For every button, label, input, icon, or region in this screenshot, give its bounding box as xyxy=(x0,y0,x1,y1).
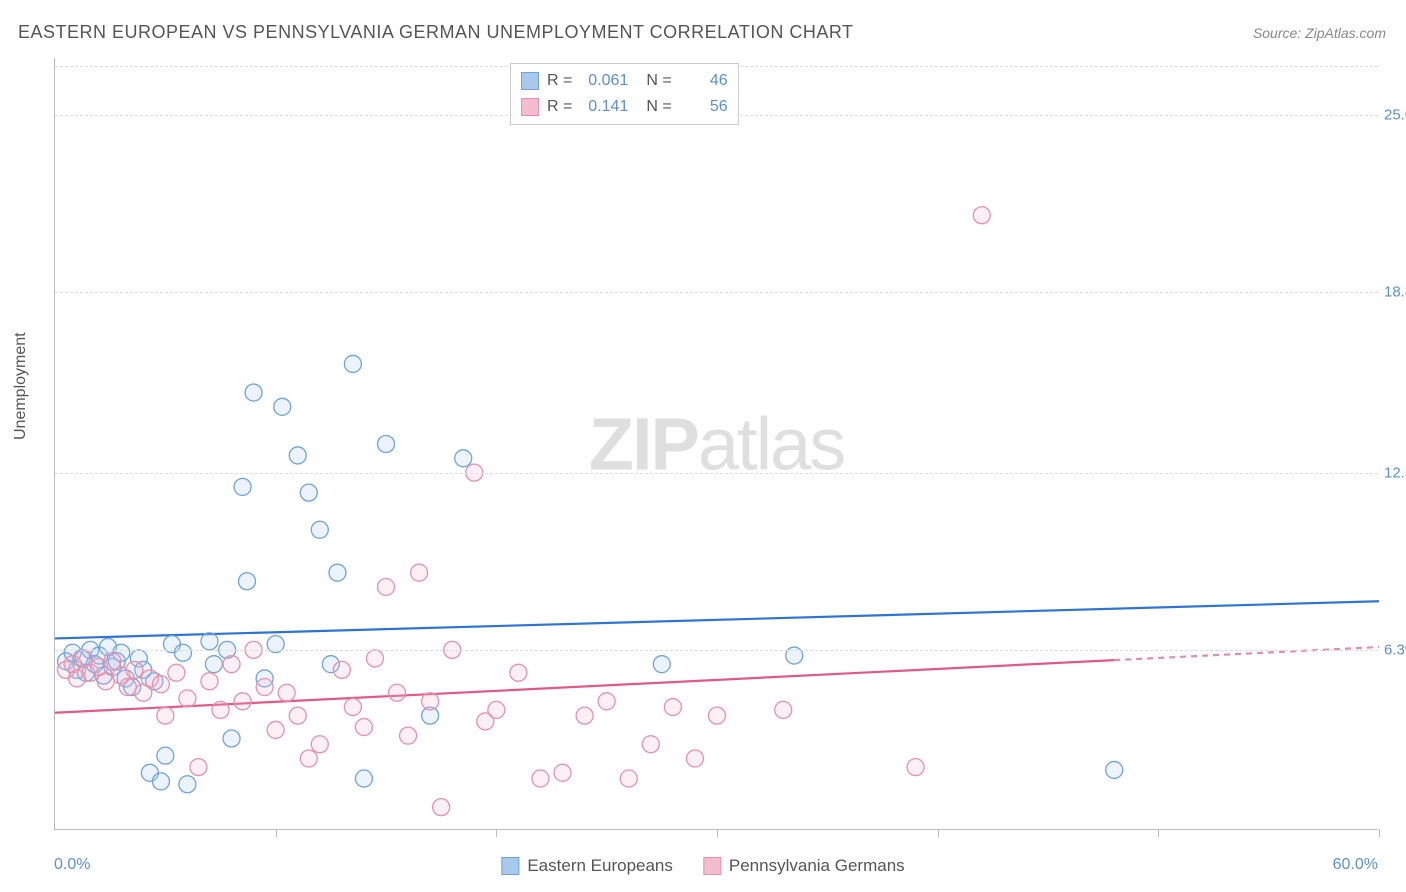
chart-svg xyxy=(55,58,1378,829)
x-tick xyxy=(496,829,497,837)
y-tick-label: 12.5% xyxy=(1384,464,1406,481)
legend-bottom-item-2: Pennsylvania Germans xyxy=(703,856,905,876)
r-label: R = xyxy=(547,72,572,90)
y-tick-label: 18.8% xyxy=(1384,284,1406,301)
legend-bottom-label-1: Eastern Europeans xyxy=(527,856,673,876)
gridline-h xyxy=(55,473,1378,474)
n-value-1: 46 xyxy=(680,72,728,90)
n-value-2: 56 xyxy=(680,98,728,116)
legend-bottom-item-1: Eastern Europeans xyxy=(501,856,673,876)
legend-top-row-1: R = 0.061 N = 46 xyxy=(521,68,728,94)
n-label: N = xyxy=(646,72,671,90)
r-value-2: 0.141 xyxy=(580,98,628,116)
source-attribution: Source: ZipAtlas.com xyxy=(1253,25,1386,41)
gridline-h xyxy=(55,650,1378,651)
legend-top: R = 0.061 N = 46 R = 0.141 N = 56 xyxy=(510,63,739,125)
legend-swatch-1 xyxy=(521,72,539,90)
y-tick-label: 6.3% xyxy=(1384,641,1406,658)
gridline-h xyxy=(55,292,1378,293)
r-value-1: 0.061 xyxy=(580,72,628,90)
x-tick xyxy=(717,829,718,837)
r-label: R = xyxy=(547,98,572,116)
legend-swatch-2 xyxy=(521,98,539,116)
chart-title: EASTERN EUROPEAN VS PENNSYLVANIA GERMAN … xyxy=(18,22,854,43)
n-label: N = xyxy=(646,98,671,116)
x-tick xyxy=(938,829,939,837)
x-tick xyxy=(1158,829,1159,837)
x-axis-min-label: 0.0% xyxy=(54,856,90,874)
x-axis-max-label: 60.0% xyxy=(1333,856,1378,874)
plot-area: ZIPatlas R = 0.061 N = 46 R = 0.141 N = … xyxy=(54,58,1378,830)
legend-top-row-2: R = 0.141 N = 56 xyxy=(521,94,728,120)
y-tick-label: 25.0% xyxy=(1384,107,1406,124)
x-tick xyxy=(276,829,277,837)
x-tick xyxy=(1379,829,1380,837)
legend-bottom-swatch-2 xyxy=(703,857,721,875)
y-axis-label: Unemployment xyxy=(12,332,30,440)
legend-bottom-label-2: Pennsylvania Germans xyxy=(729,856,905,876)
legend-bottom-swatch-1 xyxy=(501,857,519,875)
legend-bottom: Eastern Europeans Pennsylvania Germans xyxy=(501,856,904,876)
